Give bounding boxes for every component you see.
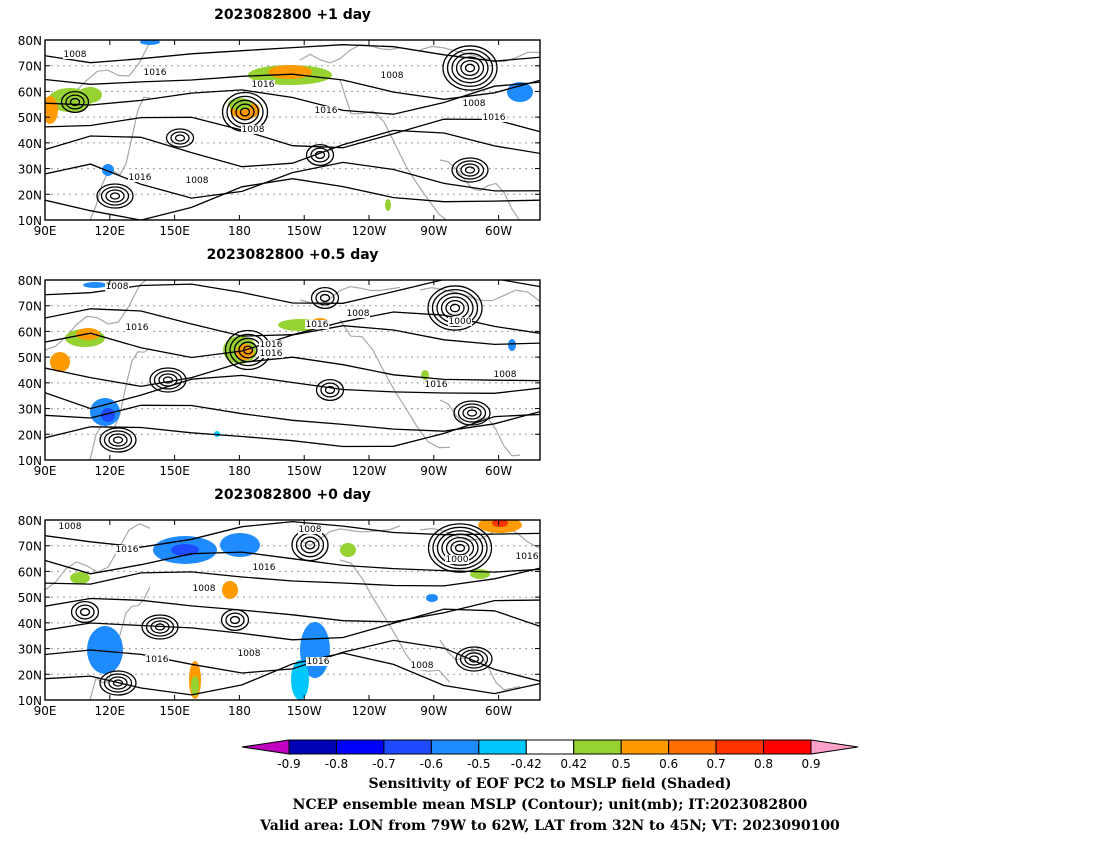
contour-label: 1016 — [306, 320, 329, 330]
contour-label: 1008 — [299, 525, 322, 535]
lon-tick-label: 150W — [287, 224, 322, 238]
lon-tick-label: 150W — [287, 464, 322, 478]
lon-tick-label: 120W — [352, 224, 387, 238]
lon-tick-label: 120W — [352, 704, 387, 718]
lon-tick-label: 90E — [34, 704, 57, 718]
lon-tick-label: 120E — [95, 464, 126, 478]
lat-tick-label: 50N — [18, 351, 42, 365]
contour-label: 1008 — [242, 125, 265, 135]
lat-tick-label: 80N — [18, 514, 42, 528]
lat-tick-label: 30N — [18, 643, 42, 657]
lon-tick-label: 150W — [287, 704, 322, 718]
lon-tick-label: 60W — [485, 224, 512, 238]
contour-label: 1016 — [260, 349, 283, 359]
lon-tick-label: 150E — [159, 704, 190, 718]
lon-tick-label: 60W — [485, 464, 512, 478]
contour-label: 1016 — [144, 68, 167, 78]
lat-tick-label: 10N — [18, 694, 42, 708]
lon-tick-label: 90W — [420, 704, 447, 718]
contour-label: 1016 — [129, 173, 152, 183]
lat-tick-label: 20N — [18, 668, 42, 682]
contour-label: 1008 — [59, 522, 82, 532]
lat-tick-label: 30N — [18, 403, 42, 417]
lat-tick-label: 50N — [18, 591, 42, 605]
lat-tick-label: 30N — [18, 163, 42, 177]
contour-label: 1016 — [116, 545, 139, 555]
lat-tick-label: 20N — [18, 188, 42, 202]
lat-tick-label: 60N — [18, 565, 42, 579]
contour-label: 1016 — [483, 113, 506, 123]
contour-label: 1008 — [494, 370, 517, 380]
lat-tick-label: 60N — [18, 325, 42, 339]
map-frame — [44, 39, 541, 221]
map-panel-1: 1008 1016 1016 1008 1016 1008 1008 1016 1016 1008… — [18, 34, 541, 238]
sensitivity-shading — [45, 40, 533, 211]
panel-title-1: 2023082800 +1 day — [214, 7, 371, 23]
lon-tick-label: 180 — [228, 704, 251, 718]
caption-line-1: Sensitivity of EOF PC2 to MSLP field (Sh… — [368, 776, 732, 792]
lon-tick-label: 120E — [95, 704, 126, 718]
panel-title-3: 2023082800 +0 day — [214, 487, 371, 503]
lon-tick-label: 150E — [159, 464, 190, 478]
contour-label: 1016 — [252, 80, 275, 90]
contour-label: 1016 — [260, 340, 283, 350]
contour-label: 1016 — [425, 380, 448, 390]
contour-label: 1008 — [381, 71, 404, 81]
contour-label: 1008 — [411, 661, 434, 671]
map-frame — [44, 519, 541, 701]
lon-tick-label: 120W — [352, 464, 387, 478]
coastline — [45, 280, 540, 460]
map-frame — [44, 279, 541, 461]
mslp-contours — [45, 44, 540, 220]
lat-tick-label: 80N — [18, 274, 42, 288]
lon-tick-label: 180 — [228, 464, 251, 478]
lon-tick-label: 90W — [420, 464, 447, 478]
lat-tick-label: 70N — [18, 300, 42, 314]
lat-tick-label: 40N — [18, 377, 42, 391]
contour-label: 1008 — [64, 50, 87, 60]
contour-label: 1016 — [146, 655, 169, 665]
contour-label: 1008 — [193, 584, 216, 594]
contour-label: 1008 — [186, 176, 209, 186]
contour-label: 1016 — [126, 323, 149, 333]
caption-line-2: NCEP ensemble mean MSLP (Contour); unit(… — [292, 797, 808, 813]
lat-tick-label: 70N — [18, 540, 42, 554]
lat-tick-label: 20N — [18, 428, 42, 442]
panel-title-2: 2023082800 +0.5 day — [206, 247, 379, 263]
lat-tick-label: 10N — [18, 214, 42, 228]
contour-label: 1008 — [106, 282, 129, 292]
contour-label: 1016 — [315, 106, 338, 116]
contour-label: 1008 — [463, 99, 486, 109]
lat-tick-label: 50N — [18, 111, 42, 125]
lat-tick-label: 80N — [18, 34, 42, 48]
map-panel-2: 10081016100810161016100010161016100880N7… — [18, 274, 541, 478]
lon-tick-label: 60W — [485, 704, 512, 718]
lat-tick-label: 60N — [18, 85, 42, 99]
lon-tick-label: 90E — [34, 224, 57, 238]
lat-tick-label: 40N — [18, 617, 42, 631]
contour-label: 1000 — [449, 317, 472, 327]
lon-tick-label: 90E — [34, 464, 57, 478]
contour-label: 1016 — [516, 552, 539, 562]
lat-tick-label: 70N — [18, 60, 42, 74]
lon-tick-label: 90W — [420, 224, 447, 238]
caption-line-3: Valid area: LON from 79W to 62W, LAT fro… — [260, 818, 840, 834]
lat-tick-label: 40N — [18, 137, 42, 151]
lon-tick-label: 180 — [228, 224, 251, 238]
lon-tick-label: 150E — [159, 224, 190, 238]
contour-label: 1016 — [307, 657, 330, 667]
contour-label: 1000 — [446, 555, 469, 565]
contour-label: 1016 — [253, 563, 276, 573]
contour-label: 1008 — [238, 649, 261, 659]
lon-tick-label: 120E — [95, 224, 126, 238]
lat-tick-label: 10N — [18, 454, 42, 468]
map-panel-3: 1008 1016 1008 1016 1008 1000 1016 1008 1016 1016… — [18, 514, 541, 718]
contour-label: 1008 — [347, 309, 370, 319]
